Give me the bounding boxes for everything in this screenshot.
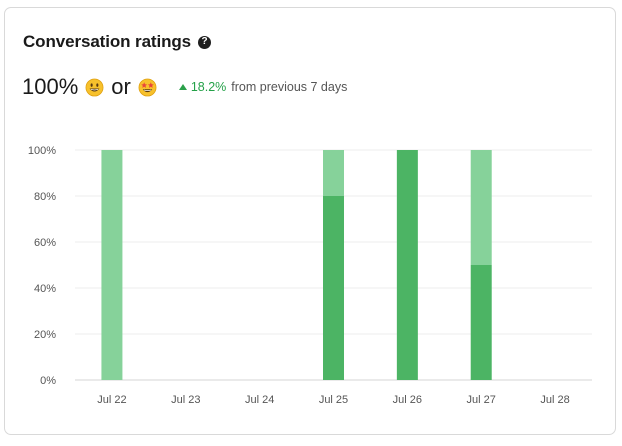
x-tick-label: Jul 23 bbox=[171, 394, 200, 406]
bar-segment-star-struck[interactable] bbox=[396, 150, 418, 380]
bar-segment-star-struck[interactable] bbox=[470, 265, 492, 380]
x-tick-label: Jul 28 bbox=[540, 394, 569, 406]
x-tick-label: Jul 24 bbox=[245, 394, 274, 406]
y-tick-label: 40% bbox=[34, 283, 56, 295]
y-tick-label: 100% bbox=[28, 145, 56, 157]
bar-segment-star-struck[interactable] bbox=[323, 196, 344, 380]
change-text: from previous 7 days bbox=[231, 80, 348, 94]
rating-percentage: 100% bbox=[22, 74, 79, 99]
or-text: or bbox=[111, 74, 131, 99]
bar-segment-grinning-face[interactable] bbox=[323, 150, 344, 196]
x-tick-label: Jul 22 bbox=[97, 394, 126, 406]
bar-segment-grinning-face[interactable] bbox=[101, 150, 123, 380]
card-title: Conversation ratings bbox=[23, 32, 192, 51]
change-indicator: 18.2% from previous 7 days bbox=[178, 80, 348, 94]
summary-metric: 100% or 18.2% from previous 7 days bbox=[22, 72, 347, 102]
change-value: 18.2% bbox=[190, 80, 227, 94]
x-tick-label: Jul 25 bbox=[319, 394, 348, 406]
card-header: Conversation ratings ? bbox=[23, 32, 212, 52]
x-tick-label: Jul 26 bbox=[393, 394, 422, 406]
y-tick-label: 0% bbox=[40, 375, 56, 387]
up-arrow-icon bbox=[178, 83, 187, 90]
grinning-face-emoji-icon bbox=[85, 78, 104, 96]
star-struck-emoji-icon bbox=[138, 78, 157, 96]
y-tick-label: 20% bbox=[34, 329, 56, 341]
y-tick-label: 60% bbox=[34, 237, 56, 249]
x-tick-label: Jul 27 bbox=[467, 394, 496, 406]
bar-segment-grinning-face[interactable] bbox=[470, 150, 492, 265]
question-circle-icon[interactable]: ? bbox=[198, 35, 212, 49]
y-tick-label: 80% bbox=[34, 191, 56, 203]
